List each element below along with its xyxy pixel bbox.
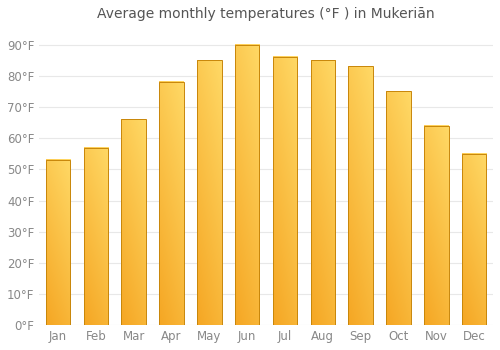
Bar bbox=[348, 66, 373, 325]
Bar bbox=[235, 45, 260, 325]
Bar bbox=[122, 119, 146, 325]
Bar bbox=[424, 126, 448, 325]
Title: Average monthly temperatures (°F ) in Mukeriān: Average monthly temperatures (°F ) in Mu… bbox=[98, 7, 435, 21]
Bar bbox=[386, 91, 411, 325]
Bar bbox=[272, 57, 297, 325]
Bar bbox=[84, 147, 108, 325]
Bar bbox=[310, 60, 335, 325]
Bar bbox=[197, 60, 222, 325]
Bar bbox=[462, 154, 486, 325]
Bar bbox=[46, 160, 70, 325]
Bar bbox=[160, 82, 184, 325]
